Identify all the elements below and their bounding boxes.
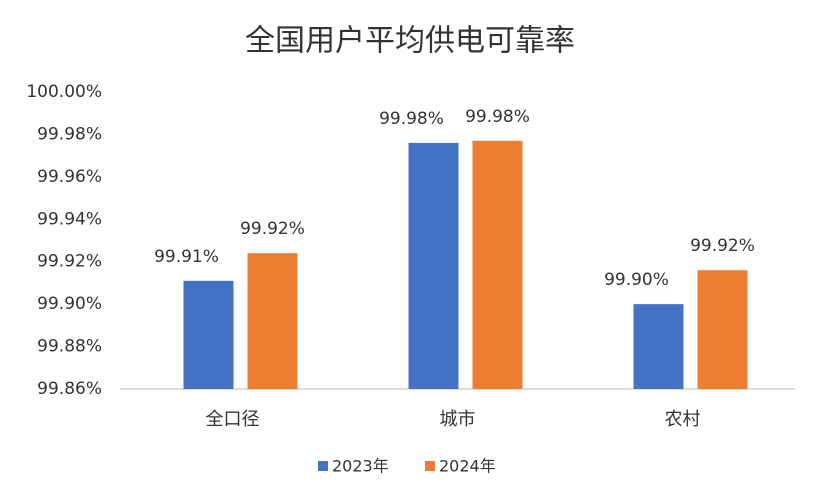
y-tick-label: 99.86% (37, 379, 102, 399)
bar (247, 253, 298, 389)
y-tick-label: 99.90% (37, 294, 102, 314)
data-label: 99.92% (240, 219, 305, 239)
bar (408, 142, 459, 389)
x-tick-label: 全口径 (206, 409, 260, 430)
bar (697, 270, 748, 389)
y-tick-label: 100.00% (26, 82, 102, 102)
data-label: 99.98% (465, 107, 530, 127)
data-label: 99.90% (604, 270, 669, 290)
y-tick-label: 99.88% (37, 337, 102, 357)
y-tick-label: 99.96% (37, 167, 102, 187)
legend-swatch (425, 461, 435, 471)
bar (183, 280, 234, 389)
legend-label: 2023年 (332, 457, 389, 476)
bar (472, 140, 523, 389)
legend-label: 2024年 (439, 457, 496, 476)
chart-title: 全国用户平均供电可靠率 (245, 24, 575, 59)
x-tick-label: 农村 (665, 409, 701, 430)
y-tick-label: 99.98% (37, 124, 102, 144)
data-label: 99.91% (154, 247, 219, 267)
data-label: 99.98% (379, 109, 444, 129)
y-tick-label: 99.92% (37, 252, 102, 272)
y-tick-label: 99.94% (37, 209, 102, 229)
bar (633, 304, 684, 389)
data-label: 99.92% (690, 236, 755, 256)
legend-swatch (318, 461, 328, 471)
x-tick-label: 城市 (440, 409, 476, 430)
